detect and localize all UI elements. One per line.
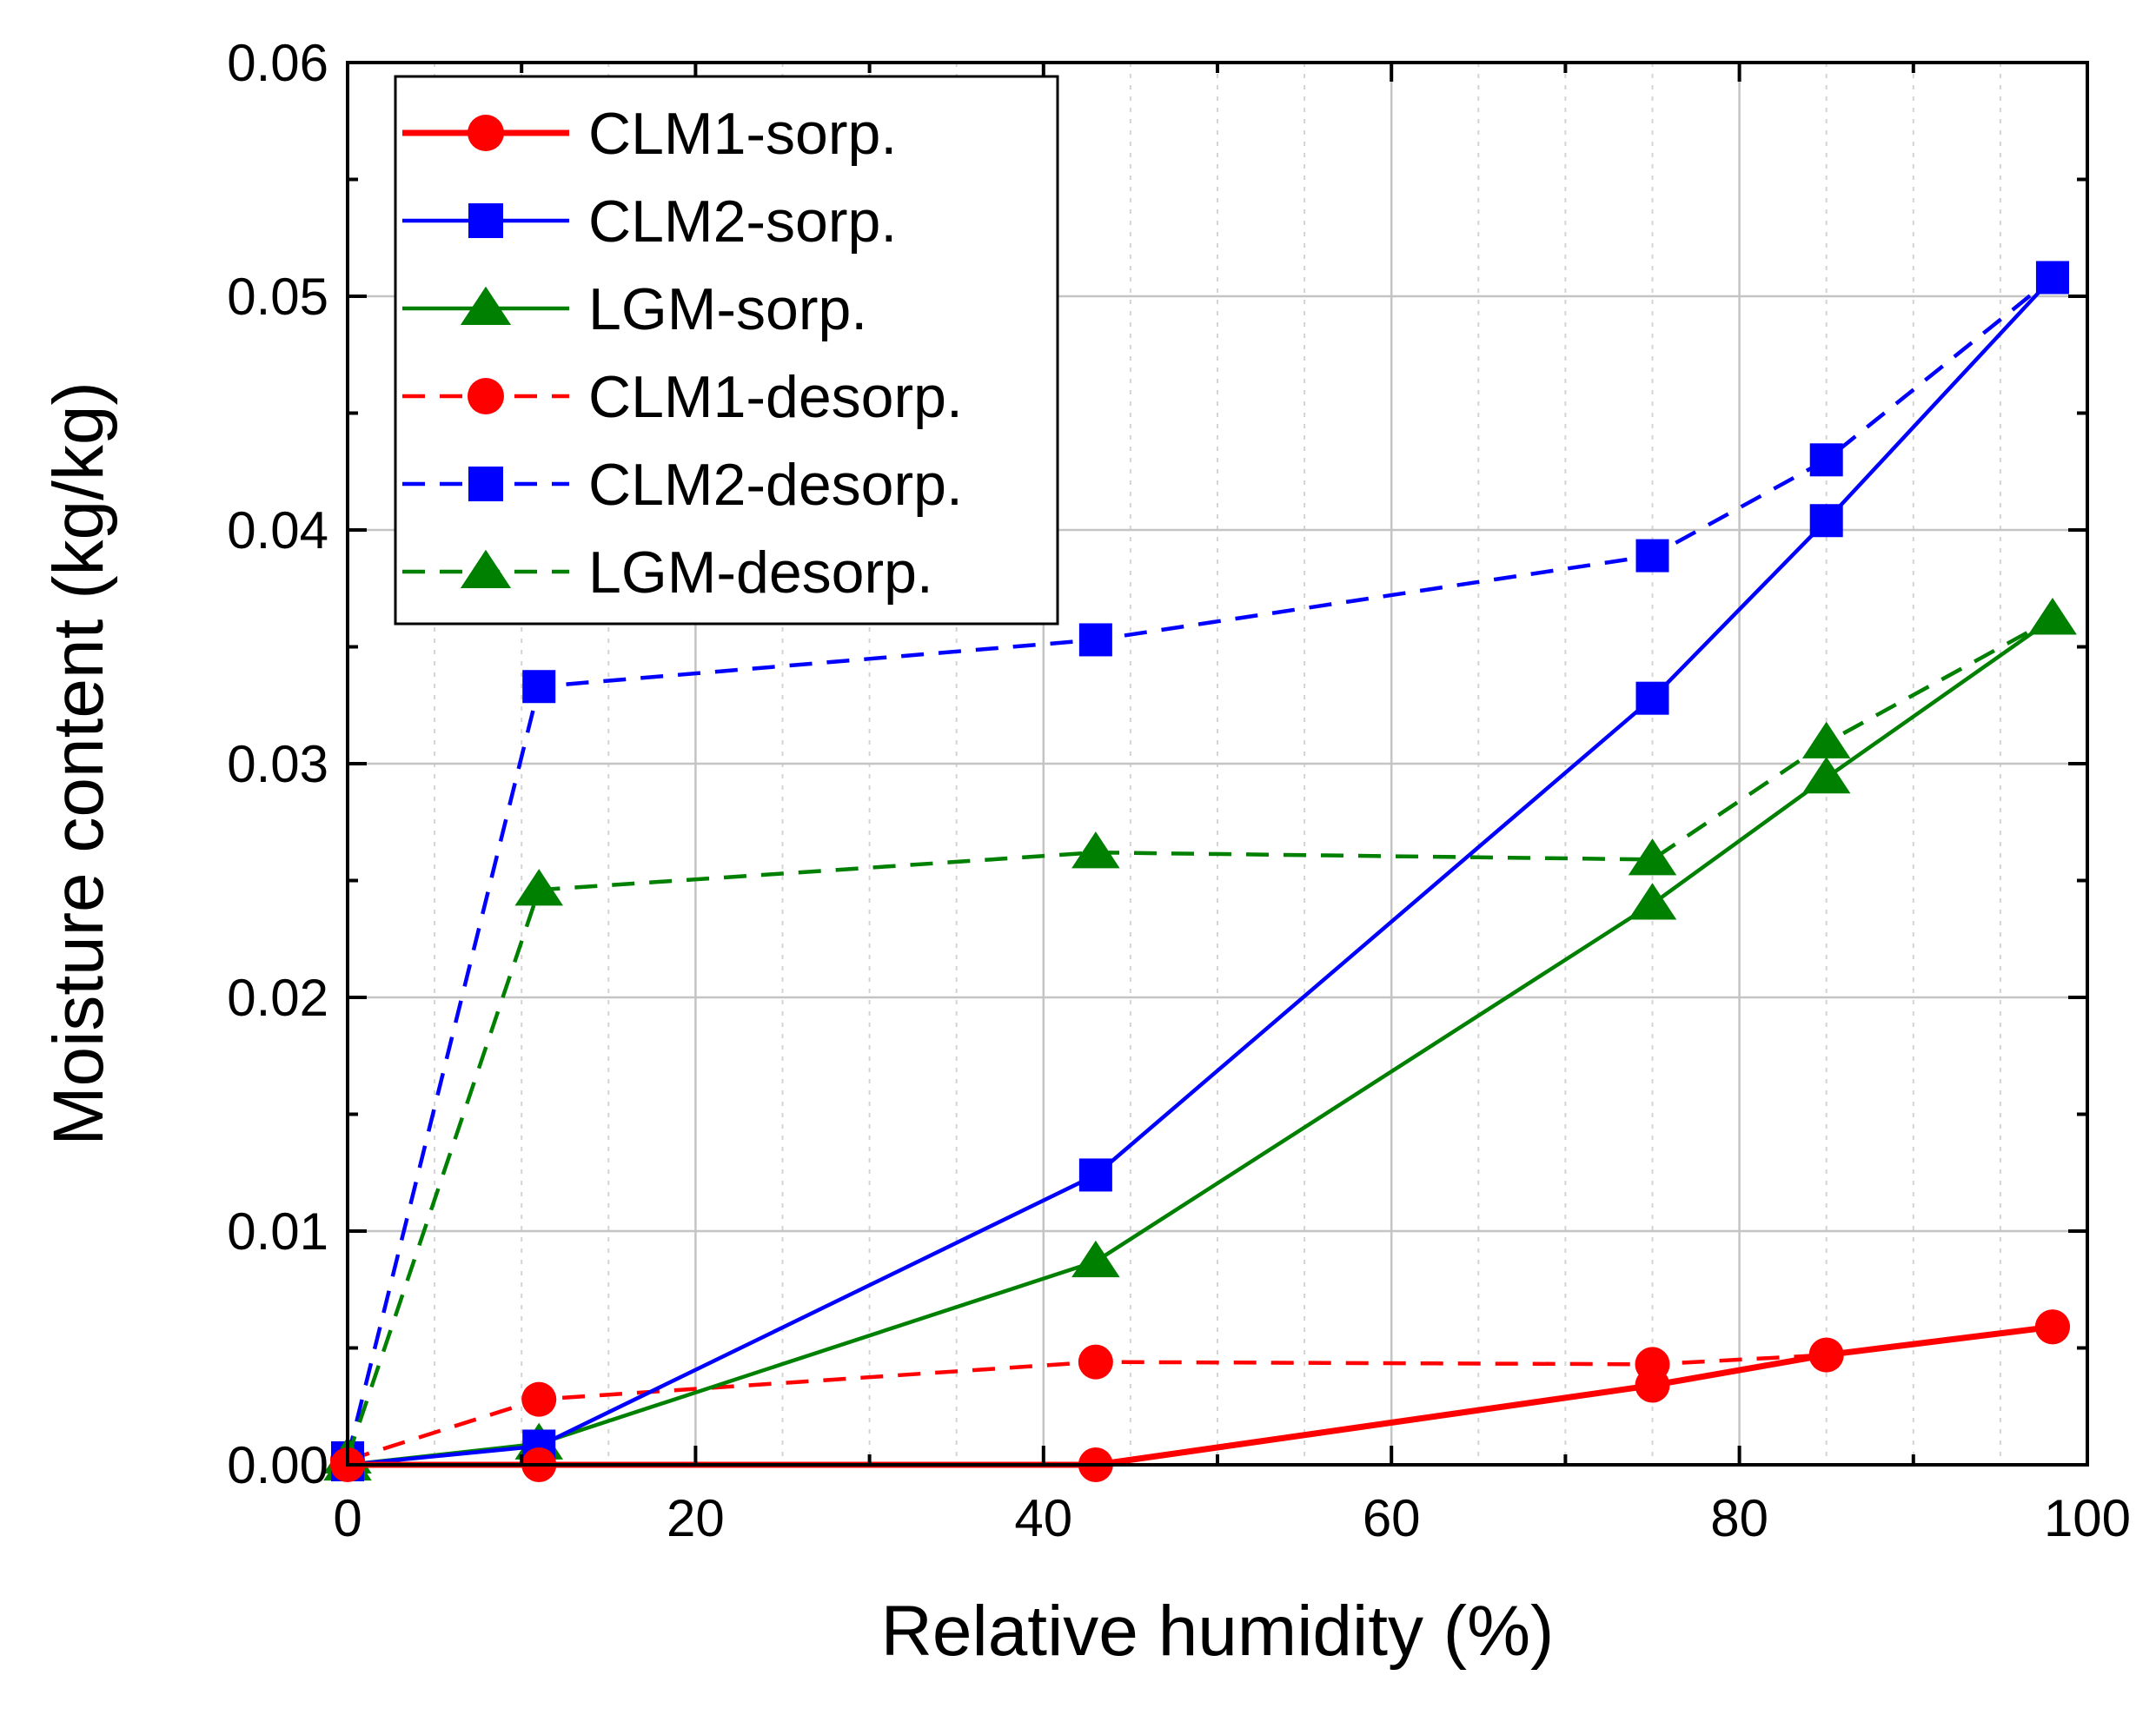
legend: CLM1-sorp. CLM2-sorp. LGM-sorp. CLM1-desorp… [394, 75, 1059, 626]
x-tick-label: 60 [1363, 1489, 1421, 1547]
y-tick-label: 0.00 [227, 1436, 328, 1494]
legend-item-lgm-desorp: LGM-desorp. [402, 540, 933, 606]
data-point-clm2-sorp [1635, 681, 1669, 715]
data-point-clm2-sorp [1809, 504, 1843, 538]
axis-ticks [346, 61, 2089, 1467]
y-axis-title: Moisture content (kg/kg) [39, 381, 118, 1146]
legend-label-clm2-desorp: CLM2-desorp. [588, 452, 963, 518]
y-tick-label: 0.01 [227, 1202, 328, 1261]
x-tick-label: 0 [333, 1489, 362, 1547]
data-point-clm2-desorp [1809, 443, 1843, 477]
series-line-clm2-sorp [347, 275, 2054, 1467]
tick-labels: 0 20 40 60 80 100 0.00 0.01 0.02 0.03 0.04 0.05 0.06 [227, 34, 2131, 1547]
data-point-lgm-desorp [514, 869, 563, 906]
legend-marker-lgm-sorp [460, 286, 512, 325]
data-point-clm1-sorp [2034, 1309, 2070, 1345]
y-tick-label: 0.05 [227, 268, 328, 326]
legend-marker-clm2-sorp [468, 203, 503, 238]
data-point-lgm-sorp [1628, 883, 1677, 920]
y-tick-label: 0.02 [227, 969, 328, 1027]
x-tick-label: 80 [1710, 1489, 1768, 1547]
data-point-clm1-desorp [521, 1381, 557, 1417]
data-point-clm1-sorp [1808, 1337, 1844, 1373]
y-tick-label: 0.03 [227, 735, 328, 793]
legend-label-lgm-desorp: LGM-desorp. [588, 540, 933, 606]
legend-label-clm2-sorp: CLM2-sorp. [588, 189, 897, 255]
series-line-lgm-desorp [345, 617, 2054, 1459]
x-tick-label: 20 [667, 1489, 725, 1547]
data-point-clm1-sorp [1635, 1367, 1670, 1403]
data-point-lgm-desorp [1071, 831, 1120, 869]
y-tick-label: 0.04 [227, 501, 328, 560]
legend-item-clm2-desorp: CLM2-desorp. [402, 452, 963, 518]
legend-item-clm2-sorp: CLM2-sorp. [402, 189, 897, 255]
legend-label-clm1-desorp: CLM1-desorp. [588, 364, 963, 430]
major-grid [348, 63, 2087, 1465]
data-point-clm2-desorp [1078, 623, 1112, 657]
data-point-lgm-desorp [1801, 721, 1851, 758]
y-tick-label: 0.06 [227, 34, 328, 92]
x-tick-label: 40 [1014, 1489, 1072, 1547]
data-point-clm2-sorp [1078, 1158, 1112, 1192]
legend-item-clm1-sorp: CLM1-sorp. [402, 101, 897, 167]
data-point-clm2-sorp [2035, 261, 2069, 295]
data-point-clm1-desorp [1078, 1344, 1113, 1380]
x-axis-title: Relative humidity (%) [881, 1592, 1555, 1671]
x-tick-label: 100 [2044, 1489, 2131, 1547]
data-point-clm2-desorp [1635, 539, 1669, 573]
legend-marker-clm1-sorp [468, 115, 504, 151]
legend-label-lgm-sorp: LGM-sorp. [588, 276, 867, 342]
data-point-clm2-desorp [522, 670, 556, 704]
legend-item-lgm-sorp: LGM-sorp. [402, 276, 867, 342]
legend-label-clm1-sorp: CLM1-sorp. [588, 101, 897, 167]
legend-item-clm1-desorp: CLM1-desorp. [402, 364, 963, 430]
data-point-lgm-sorp [1071, 1240, 1120, 1278]
legend-box [394, 75, 1059, 626]
data-point-lgm-sorp [1801, 756, 1851, 794]
data-point-lgm-desorp [1628, 838, 1677, 876]
legend-marker-lgm-desorp [460, 549, 512, 588]
legend-marker-clm2-desorp [468, 467, 503, 501]
data-point-lgm-sorp [2028, 598, 2077, 635]
series-line-clm1-desorp [347, 1325, 2053, 1462]
legend-marker-clm1-desorp [468, 378, 504, 414]
